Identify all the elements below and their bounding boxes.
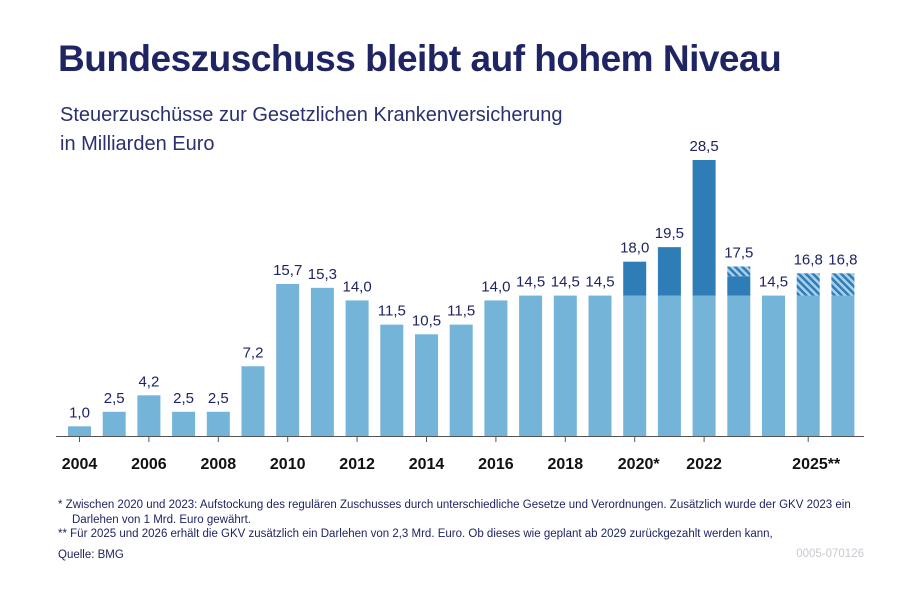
- subtitle-line-2: in Milliarden Euro: [60, 133, 215, 155]
- bar-2016-segment-0: [484, 300, 508, 436]
- bar-2004-segment-0: [68, 426, 91, 436]
- bar-2023-segment-2: [727, 266, 751, 277]
- bar-2022-segment-0: [692, 295, 716, 436]
- bar-2015-segment-0: [449, 324, 473, 436]
- x-tick-label-2022: 2022: [686, 456, 722, 473]
- bar-2014-segment-0: [415, 334, 438, 436]
- value-label-2006: 4,2: [138, 373, 159, 390]
- x-tick-label-2020: 2020*: [618, 456, 661, 473]
- bar-2018-segment-0: [553, 295, 577, 436]
- value-label-2014: 10,5: [412, 312, 441, 329]
- bar-2025-segment-0: [796, 295, 820, 436]
- value-label-2004: 1,0: [69, 404, 90, 421]
- value-label-2015: 11,5: [447, 303, 475, 320]
- value-label-2021: 19,5: [655, 225, 684, 242]
- x-tick-label-2025: 2025**: [792, 456, 841, 473]
- value-label-2022: 28,5: [689, 138, 718, 155]
- bar-2008-segment-0: [206, 411, 230, 436]
- bar-2023-segment-1: [727, 276, 751, 296]
- chart-subtitle: Steuerzuschüsse zur Gesetzlichen Kranken…: [60, 101, 562, 159]
- value-label-2013: 11,5: [378, 303, 406, 320]
- bar-2013-segment-0: [380, 324, 404, 436]
- value-label-2026: 16,8: [828, 251, 857, 268]
- value-label-2011: 15,3: [308, 266, 337, 283]
- value-label-2007: 2,5: [173, 390, 194, 407]
- value-label-2010: 15,7: [273, 262, 302, 279]
- x-tick-label-2014: 2014: [409, 456, 445, 473]
- value-label-2018: 14,5: [551, 274, 580, 291]
- bar-2007-segment-0: [172, 411, 196, 436]
- bar-2005-segment-0: [102, 411, 126, 436]
- bar-2017-segment-0: [519, 295, 543, 436]
- bar-2010-segment-0: [276, 283, 300, 436]
- bar-2026-segment-0: [831, 295, 855, 436]
- bar-2025-segment-2: [796, 273, 820, 296]
- x-tick-label-2004: 2004: [62, 456, 98, 473]
- bar-2026-segment-2: [831, 273, 855, 296]
- bar-2024-segment-0: [762, 295, 785, 436]
- footnote-2: ** Für 2025 und 2026 erhält die GKV zusä…: [58, 528, 773, 540]
- x-tick-label-2018: 2018: [548, 456, 584, 473]
- x-tick-label-2008: 2008: [201, 456, 237, 473]
- x-tick-label-2012: 2012: [339, 456, 375, 473]
- bar-2022-segment-1: [692, 160, 716, 296]
- bar-2021-segment-1: [657, 247, 681, 296]
- x-tick-label-2016: 2016: [478, 456, 514, 473]
- bar-2006-segment-0: [137, 395, 161, 436]
- value-label-2024: 14,5: [759, 274, 788, 291]
- value-label-2019: 14,5: [585, 274, 614, 291]
- bar-2023-segment-0: [727, 295, 751, 436]
- bar-2020-segment-0: [623, 295, 647, 436]
- footnote-1: * Zwischen 2020 und 2023: Aufstockung de…: [58, 499, 851, 526]
- value-label-2005: 2,5: [104, 390, 125, 407]
- source: Quelle: BMG: [58, 549, 124, 561]
- bar-2009-segment-0: [241, 366, 265, 436]
- value-label-2009: 7,2: [243, 344, 264, 361]
- chart-code: 0005-070126: [796, 548, 864, 560]
- x-tick-label-2010: 2010: [270, 456, 306, 473]
- bar-2021-segment-0: [657, 295, 681, 436]
- bar-2011-segment-0: [310, 287, 334, 436]
- value-label-2023: 17,5: [724, 245, 753, 262]
- x-tick-label-2006: 2006: [131, 456, 167, 473]
- value-label-2012: 14,0: [342, 278, 371, 295]
- value-label-2016: 14,0: [481, 278, 510, 295]
- bar-2012-segment-0: [345, 300, 369, 436]
- value-label-2025: 16,8: [794, 251, 823, 268]
- bar-2020-segment-1: [623, 261, 647, 296]
- value-label-2020: 18,0: [620, 240, 649, 257]
- value-label-2008: 2,5: [208, 390, 229, 407]
- subtitle-line-1: Steuerzuschüsse zur Gesetzlichen Kranken…: [60, 104, 563, 126]
- chart-title: Bundeszuschuss bleibt auf hohem Niveau: [58, 38, 782, 79]
- value-label-2017: 14,5: [516, 274, 545, 291]
- bar-2019-segment-0: [588, 295, 612, 436]
